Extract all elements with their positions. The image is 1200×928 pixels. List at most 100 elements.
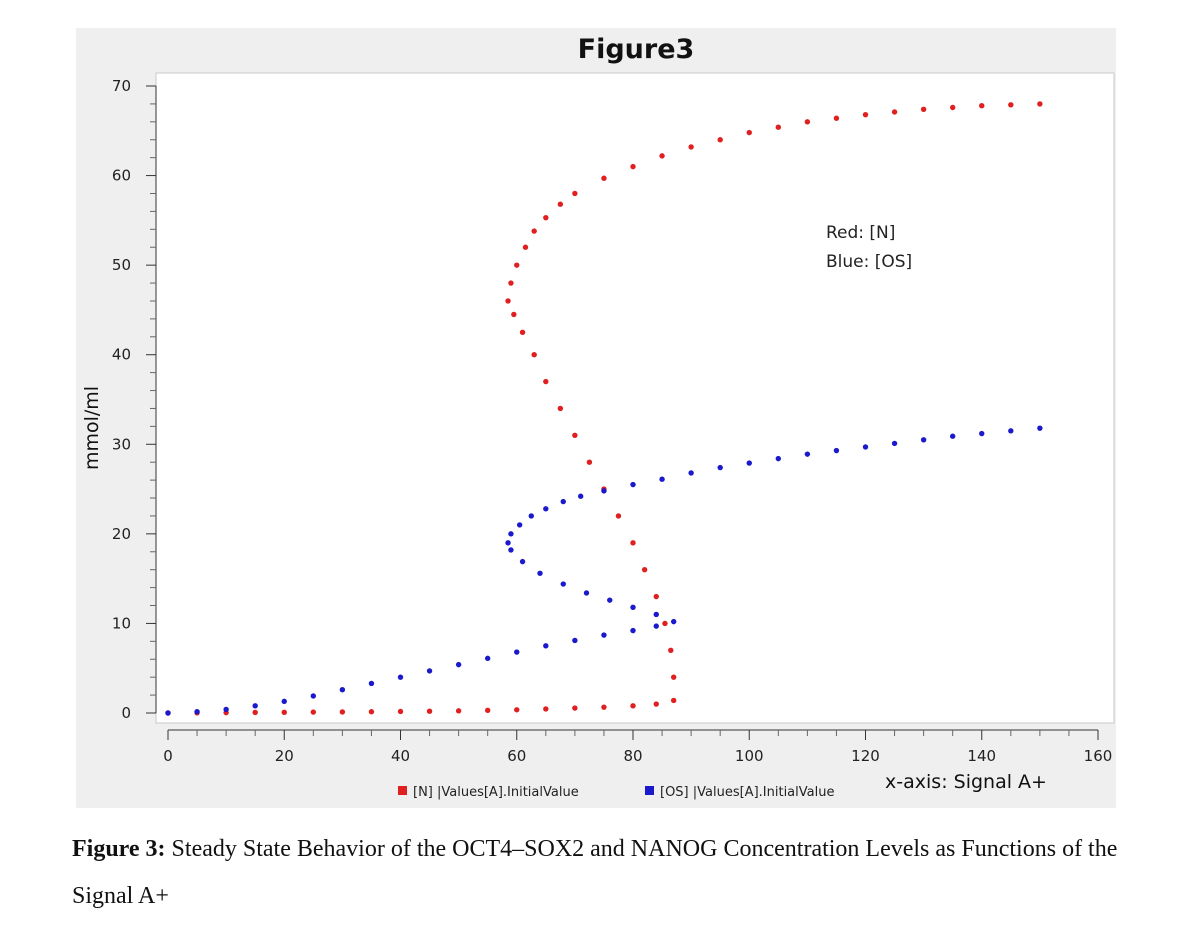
- data-point: [572, 190, 578, 197]
- x-tick-label: 140: [967, 747, 996, 765]
- x-tick-label: 20: [275, 747, 294, 765]
- data-point: [557, 405, 564, 412]
- data-point: [601, 488, 607, 494]
- data-point: [531, 228, 537, 234]
- data-point: [368, 709, 375, 715]
- y-tick-label: 40: [112, 346, 131, 364]
- data-point: [653, 593, 659, 600]
- y-axis-title: mmol/ml: [81, 386, 103, 470]
- data-point: [397, 708, 404, 715]
- data-point: [862, 444, 869, 450]
- data-point: [537, 570, 543, 576]
- data-point: [577, 493, 584, 499]
- data-point: [630, 481, 636, 488]
- data-point: [310, 693, 317, 699]
- plot-area: [155, 72, 1115, 724]
- annotation-blue: Blue: [OS]: [826, 252, 912, 272]
- data-point: [543, 643, 549, 649]
- data-point: [688, 144, 694, 150]
- data-point: [630, 163, 636, 170]
- data-point: [543, 506, 549, 512]
- data-point: [653, 623, 659, 629]
- x-tick-label: 80: [623, 747, 642, 765]
- data-point: [368, 680, 375, 687]
- data-point: [630, 627, 636, 634]
- data-point: [514, 707, 520, 713]
- data-point: [484, 707, 491, 714]
- data-point: [979, 430, 985, 437]
- data-point: [543, 706, 549, 712]
- y-tick-label: 10: [112, 614, 131, 632]
- x-tick-label: 60: [507, 747, 526, 765]
- y-tick-label: 0: [121, 704, 131, 722]
- data-point: [514, 649, 520, 655]
- legend-swatch-os: [645, 786, 654, 795]
- data-point: [670, 697, 677, 704]
- data-point: [746, 460, 752, 466]
- data-point: [775, 455, 782, 462]
- caption-label: Figure 3:: [72, 836, 166, 862]
- data-point: [659, 476, 665, 482]
- data-point: [775, 124, 782, 130]
- data-point: [659, 153, 665, 159]
- chart: Figure3 mmol/ml x-axis: Signal A+ Red: […: [81, 34, 1115, 800]
- data-point: [531, 352, 537, 358]
- data-point: [426, 668, 433, 674]
- data-point: [833, 447, 840, 454]
- data-point: [891, 440, 898, 447]
- data-point: [717, 464, 723, 471]
- data-point: [862, 111, 869, 118]
- data-point: [662, 620, 668, 627]
- series-n: [165, 101, 1043, 716]
- data-point: [630, 604, 636, 611]
- data-point: [543, 378, 549, 385]
- annotation-red: Red: [N]: [826, 223, 895, 243]
- data-point: [339, 687, 346, 693]
- data-point: [165, 710, 171, 716]
- data-point: [223, 706, 229, 713]
- x-tick-label: 100: [735, 747, 764, 765]
- x-tick-label: 40: [391, 747, 410, 765]
- data-point: [455, 661, 462, 668]
- x-axis-title: x-axis: Signal A+: [885, 771, 1047, 793]
- data-point: [688, 470, 694, 476]
- legend-label-os: [OS] |Values[A].InitialValue: [660, 785, 834, 800]
- data-point: [508, 547, 514, 553]
- data-point: [508, 280, 514, 286]
- data-point: [670, 674, 677, 680]
- data-point: [583, 590, 590, 596]
- legend-swatch-n: [398, 786, 407, 795]
- data-point: [508, 531, 514, 537]
- data-point: [949, 104, 956, 111]
- data-point: [601, 175, 607, 181]
- data-point: [572, 432, 578, 439]
- data-point: [516, 522, 523, 528]
- data-point: [891, 109, 898, 115]
- data-point: [484, 655, 491, 662]
- legend: [N] |Values[A].InitialValue [OS] |Values…: [398, 785, 834, 800]
- data-point: [572, 637, 578, 644]
- data-point: [252, 703, 258, 709]
- data-point: [560, 581, 566, 587]
- data-point: [920, 106, 927, 112]
- y-axis: 0 10 20 30 40 50 60 70: [112, 77, 157, 722]
- data-point: [557, 201, 564, 207]
- y-tick-label: 20: [112, 525, 131, 543]
- data-point: [630, 703, 636, 709]
- data-point: [1037, 101, 1043, 107]
- legend-label-n: [N] |Values[A].InitialValue: [413, 785, 579, 800]
- data-point: [920, 437, 927, 443]
- data-point: [615, 513, 622, 519]
- figure-caption: Figure 3: Steady State Behavior of the O…: [72, 826, 1132, 920]
- figure-panel: Figure3 mmol/ml x-axis: Signal A+ Red: […: [76, 28, 1116, 808]
- caption-text: Steady State Behavior of the OCT4–SOX2 a…: [72, 836, 1118, 909]
- series-os: [165, 425, 1043, 716]
- data-point: [543, 214, 549, 221]
- data-point: [746, 129, 752, 136]
- x-tick-label: 120: [851, 747, 880, 765]
- y-tick-label: 30: [112, 435, 131, 453]
- data-point: [339, 709, 346, 715]
- data-point: [653, 611, 659, 618]
- x-tick-label: 160: [1084, 747, 1113, 765]
- data-point: [572, 705, 578, 711]
